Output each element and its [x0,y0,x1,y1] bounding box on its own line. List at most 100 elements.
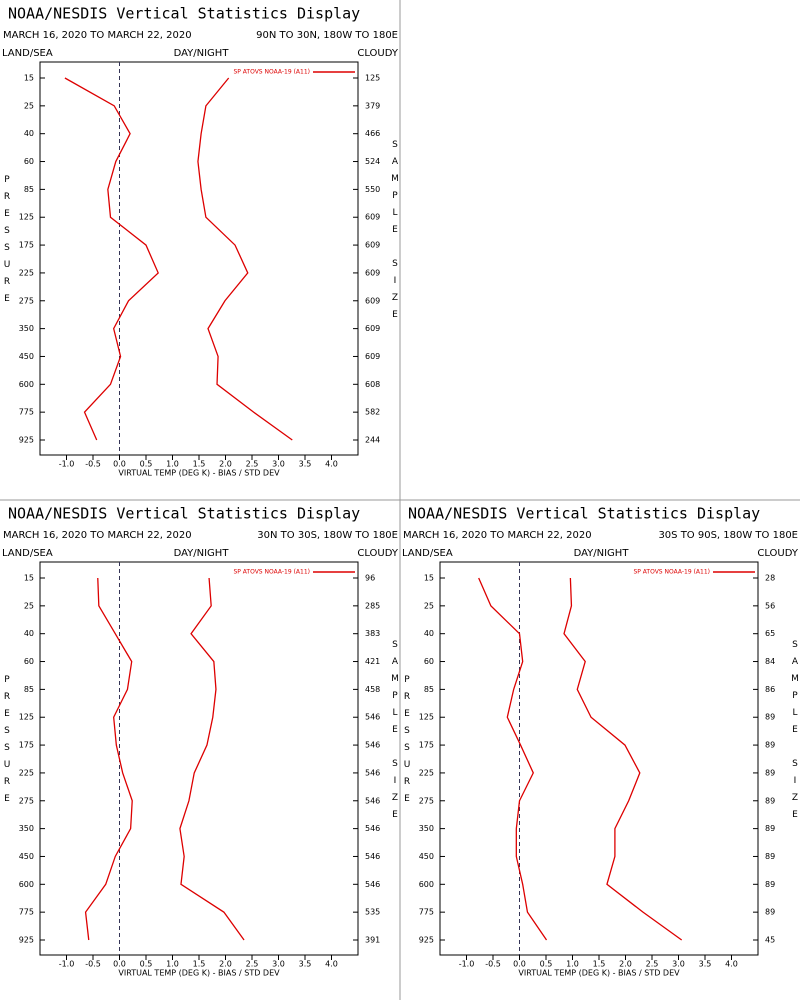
x-tick-label: 0.0 [113,960,126,969]
sample-size-label: 89 [765,796,775,805]
pressure-label: 275 [19,296,34,305]
sample-size-label: 45 [765,936,775,945]
x-tick-label: 3.5 [299,460,312,469]
legend-label: SP ATOVS NOAA-19 (A11) [233,569,310,576]
sample-size-label: 609 [365,213,380,222]
land-sea: LAND/SEA [2,48,53,59]
x-tick-label: 1.5 [593,960,606,969]
pressure-label: 125 [419,713,434,722]
sample-size-label: 546 [365,741,380,750]
y-axis-label: PRESSURE [402,675,412,811]
pressure-label: 25 [24,601,34,610]
sample-size-label: 125 [365,74,380,83]
pressure-label: 60 [24,657,34,666]
cloudy: CLOUDY [757,548,799,559]
pressure-label: 450 [19,852,34,861]
sample-size-label: 65 [765,629,775,638]
sample-size-label: 546 [365,880,380,889]
pressure-label: 225 [19,768,34,777]
sample-size-label: 608 [365,380,380,389]
x-tick-label: 3.0 [272,460,285,469]
sample-size-label: 89 [765,741,775,750]
pressure-label: 175 [419,741,434,750]
x-axis-label: VIRTUAL TEMP (DEG K) - BIAS / STD DEV [118,969,280,978]
pressure-label: 350 [419,824,434,833]
plot-frame [39,61,359,456]
std_dev-line [179,577,245,941]
land-sea: LAND/SEA [402,548,453,559]
region: 30S TO 90S, 180W TO 180E [658,530,798,541]
sample-size-label: 28 [765,574,775,583]
sample-size-label: 546 [365,796,380,805]
sample-size-label: 421 [365,657,380,666]
pressure-label: 25 [424,601,434,610]
pressure-label: 775 [419,908,434,917]
x-tick-label: -0.5 [85,960,101,969]
legend-label: SP ATOVS NOAA-19 (A11) [233,69,310,76]
sample-size-label: 96 [365,574,375,583]
pressure-label: 15 [424,574,434,583]
pressure-label: 125 [19,213,34,222]
pressure-label: 350 [19,824,34,833]
pressure-label: 350 [19,324,34,333]
std_dev-line [197,77,293,441]
cloudy: CLOUDY [357,48,399,59]
x-tick-label: -0.5 [485,960,501,969]
pressure-label: 450 [19,352,34,361]
pressure-label: 15 [24,574,34,583]
date-range: MARCH 16, 2020 TO MARCH 22, 2020 [3,30,192,41]
x-tick-label: 2.5 [246,460,259,469]
date-range: MARCH 16, 2020 TO MARCH 22, 2020 [403,530,592,541]
pressure-label: 775 [19,408,34,417]
sample-size-label: 550 [365,185,380,194]
sample-size-label: 535 [365,908,380,917]
x-tick-label: 4.0 [325,460,338,469]
x-tick-label: 0.5 [140,460,153,469]
pressure-label: 40 [24,129,34,138]
y2-axis-label: SAMPLE SIZE [390,640,400,827]
sample-size-label: 89 [765,908,775,917]
title: NOAA/NESDIS Vertical Statistics Display [8,5,360,23]
sample-size-label: 86 [765,685,775,694]
sample-size-label: 391 [365,936,380,945]
sample-size-label: 56 [765,601,775,610]
region: 30N TO 30S, 180W TO 180E [257,530,398,541]
sample-size-label: 84 [765,657,775,666]
pressure-label: 225 [19,268,34,277]
sample-size-label: 546 [365,824,380,833]
x-tick-label: 1.0 [166,460,179,469]
bias-line [478,577,548,941]
cloudy: CLOUDY [357,548,399,559]
sample-size-label: 546 [365,852,380,861]
y-axis-label: PRESSURE [2,675,12,811]
sample-size-label: 609 [365,352,380,361]
pressure-label: 450 [419,852,434,861]
pressure-label: 925 [419,936,434,945]
pressure-label: 85 [24,685,34,694]
x-axis-label: VIRTUAL TEMP (DEG K) - BIAS / STD DEV [118,469,280,478]
sample-size-label: 244 [365,436,380,445]
x-tick-label: 4.0 [325,960,338,969]
pressure-label: 925 [19,436,34,445]
pressure-label: 85 [24,185,34,194]
day-night: DAY/NIGHT [174,48,230,59]
sample-size-label: 89 [765,852,775,861]
date-range: MARCH 16, 2020 TO MARCH 22, 2020 [3,530,192,541]
x-tick-label: 3.0 [272,960,285,969]
y2-axis-label: SAMPLE SIZE [390,140,400,327]
sample-size-label: 89 [765,880,775,889]
x-tick-label: 1.0 [566,960,579,969]
x-tick-label: 2.5 [646,960,659,969]
bias-line [84,577,133,941]
region: 90N TO 30N, 180W TO 180E [256,30,398,41]
pressure-label: 600 [19,880,34,889]
sample-size-label: 89 [765,824,775,833]
x-tick-label: 1.0 [166,960,179,969]
pressure-label: 85 [424,685,434,694]
pressure-label: 925 [19,936,34,945]
pressure-label: 60 [424,657,434,666]
plot-frame [439,561,759,956]
sample-size-label: 524 [365,157,380,166]
